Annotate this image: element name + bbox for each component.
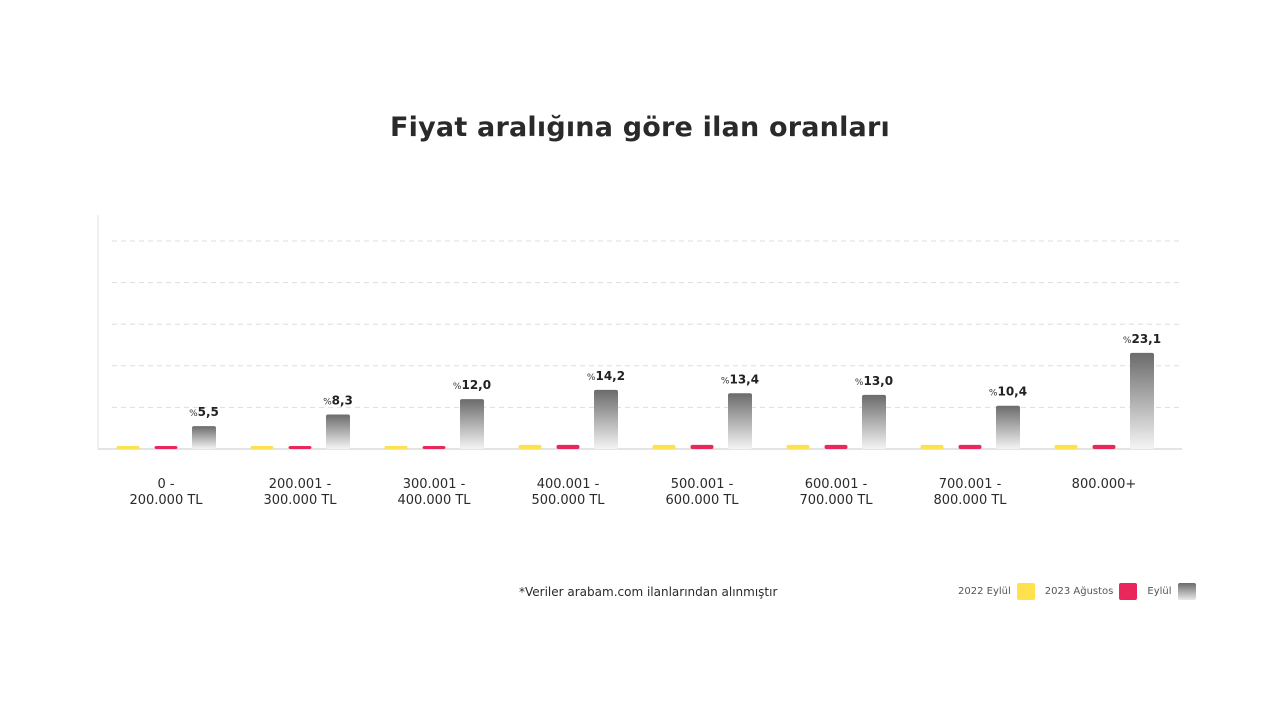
bar-gray — [326, 414, 350, 449]
category-label: 500.000 TL — [531, 493, 605, 508]
data-label: %10,4 — [989, 385, 1027, 399]
bar-yellow — [652, 444, 676, 449]
bar-gray — [460, 399, 484, 449]
bar-gray — [862, 394, 886, 449]
bar-red — [154, 446, 178, 449]
legend-item-2023-agustos: 2023 Ağustos — [1045, 583, 1138, 600]
category-label: 0 - — [157, 477, 174, 492]
bar-yellow — [250, 446, 274, 449]
bar-gray — [594, 389, 618, 449]
legend-swatch-yellow — [1016, 583, 1035, 600]
bar-gray — [1130, 352, 1154, 449]
chart-title: Fiyat aralığına göre ilan oranları — [390, 112, 890, 143]
bar-red — [288, 446, 312, 449]
bar-red — [1092, 444, 1116, 449]
legend-label: 2023 Ağustos — [1044, 586, 1114, 597]
bar-yellow — [518, 444, 542, 449]
bar-yellow — [384, 446, 408, 449]
legend-swatch-gray — [1177, 583, 1196, 600]
category-label: 200.000 TL — [129, 493, 203, 508]
category-label: 800.000 TL — [933, 493, 1007, 508]
bar-red — [556, 444, 580, 449]
bar-red — [958, 444, 982, 449]
legend-item-2022-eylul: 2022 Eylül — [958, 583, 1035, 600]
category-label: 500.001 - — [671, 477, 734, 492]
source-footnote: *Veriler arabam.com ilanlarından alınmış… — [519, 585, 778, 599]
data-label: %13,4 — [721, 372, 759, 386]
data-label: %12,0 — [453, 378, 491, 392]
category-label: 700.000 TL — [799, 493, 873, 508]
bar-yellow — [1054, 444, 1078, 449]
bar-red — [422, 446, 446, 449]
bar-red — [690, 444, 714, 449]
bar-yellow — [920, 444, 944, 449]
bar-red — [824, 444, 848, 449]
legend-label: Eylül — [1147, 586, 1172, 597]
bar-yellow — [786, 444, 810, 449]
data-label: %5,5 — [189, 405, 219, 419]
data-label: %14,2 — [587, 369, 625, 383]
bar-gray — [192, 426, 216, 449]
category-label: 400.000 TL — [397, 493, 471, 508]
legend-label: 2022 Eylül — [958, 586, 1011, 597]
legend-swatch-red — [1119, 583, 1138, 600]
category-label: 800.000+ — [1072, 477, 1137, 492]
category-label: 200.001 - — [269, 477, 332, 492]
category-label: 600.001 - — [805, 477, 868, 492]
category-label: 300.001 - — [403, 477, 466, 492]
category-label: 400.001 - — [537, 477, 600, 492]
category-label: 600.000 TL — [665, 493, 739, 508]
category-label: 300.000 TL — [263, 493, 337, 508]
data-label: %8,3 — [323, 393, 353, 407]
bar-gray — [996, 405, 1020, 449]
legend: 2022 Eylül 2023 Ağustos Eylül — [958, 583, 1196, 600]
data-label: %13,0 — [855, 374, 893, 388]
bar-gray — [728, 393, 752, 449]
category-label: 700.001 - — [939, 477, 1002, 492]
bar-yellow — [116, 446, 140, 449]
legend-item-eylul: Eylül — [1147, 583, 1196, 600]
data-label: %23,1 — [1123, 332, 1161, 346]
